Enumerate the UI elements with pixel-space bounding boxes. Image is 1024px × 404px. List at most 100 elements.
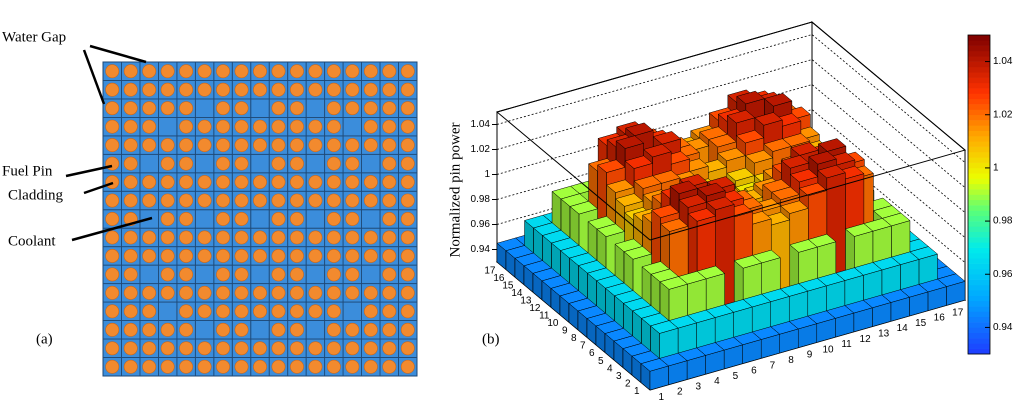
fuel-pin [363,138,378,153]
fuel-pin [123,101,138,116]
fuel-pin [142,175,157,190]
x-tick-label: 6 [751,366,757,377]
bar-top [736,90,765,105]
fuel-pin [123,138,138,153]
fuel-pin [400,304,415,319]
bar-top [754,112,783,126]
bar-top [844,223,874,237]
fuel-pin [382,193,397,208]
fuel-pin [160,212,175,226]
fuel-pin [345,230,360,245]
y-tick-label: 9 [562,326,568,337]
fuel-pin [123,64,138,79]
colorbar-band [968,295,990,302]
fuel-pin [363,175,378,190]
fuel-pin [400,248,415,263]
bar-top [678,194,708,208]
fuel-pin [179,101,194,116]
fuel-pin [216,230,231,245]
bar-top [726,167,755,182]
fuel-pin [326,119,341,134]
fuel-pin [400,138,415,153]
x-tick-label: 8 [788,355,794,366]
bar-top [706,196,735,210]
fuel-pin [216,138,231,153]
x-tick-label: 3 [696,381,702,392]
fuel-pin [253,341,267,356]
colorbar-band [968,125,990,131]
fuel-pin [253,359,267,374]
colorbar-band [968,279,990,286]
fuel-pin [160,267,175,282]
bar-top [669,180,699,194]
fuel-pin [382,138,397,153]
box-frame [495,21,967,241]
colorbar-band [968,130,990,137]
colorbar-band [968,343,990,349]
fuel-pin [105,82,120,97]
fuel-pin [326,248,341,263]
fuel-pin [197,82,212,97]
fuel-pin [271,193,286,208]
fuel-pin [253,248,267,263]
fuel-pin [253,175,267,190]
fuel-pin [308,64,323,79]
fuel-pin [216,285,231,300]
fuel-pin [289,341,304,356]
fuel-pin [253,304,267,319]
fuel-pin [234,101,249,116]
fuel-pin [105,285,120,300]
fuel-pin [123,230,138,245]
fuel-pin [160,248,175,263]
fuel-pin [289,138,304,153]
fuel-pin [326,101,341,116]
colorbar-band [968,183,990,190]
colorbar-frame [967,34,991,355]
colorbar-band [968,114,990,121]
colorbar-band [968,252,990,259]
fuel-pin [105,359,120,374]
fuel-pin [253,82,267,97]
fuel-pin [179,359,194,374]
fuel-pin [142,359,157,374]
fuel-pin [308,138,323,153]
fuel-pin [142,64,157,79]
colorbar-band [968,215,990,222]
colorbar-band [968,56,990,62]
colorbar-tick-label: 1.02 [993,109,1013,120]
bar-top [687,208,717,222]
fuel-pin [382,341,397,356]
fuel-pin [197,64,212,79]
bar-top [798,182,828,197]
z-tick-label: 0.98 [471,194,491,205]
fuel-pin [105,322,120,337]
colorbar-tick-label: 0.96 [993,269,1013,280]
fuel-pin [234,267,249,282]
fuel-pin [271,285,286,300]
fuel-pin [363,82,378,97]
fuel-pin [105,267,120,282]
fuel-pin [326,341,341,356]
fuel-pin [179,230,194,245]
label-coolant: Coolant [8,233,56,249]
fuel-pin [363,304,378,319]
fuel-pin [400,341,415,356]
colorbar-tick-label: 1 [993,163,999,174]
colorbar-band [968,268,990,275]
fuel-pin [123,267,138,282]
bar-top [708,133,737,148]
x-tick-label: 1 [658,392,664,403]
fuel-pin [216,193,231,208]
fuel-pin [142,119,157,134]
pointer [71,216,153,242]
y-tick-label: 17 [484,265,496,276]
colorbar-band [968,205,990,211]
fuel-pin [326,304,341,319]
colorbar-band [968,247,990,254]
fuel-pin [345,359,360,374]
fuel-pin [363,341,378,356]
colorbar-band [968,348,990,355]
fuel-pin [105,230,120,245]
fuel-pin [400,64,415,79]
colorbar-band [968,237,990,243]
